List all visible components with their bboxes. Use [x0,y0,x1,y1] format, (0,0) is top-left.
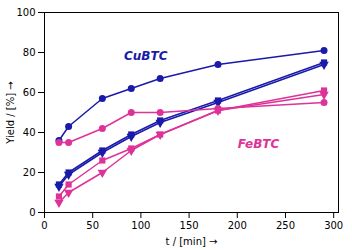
svg-text:50: 50 [86,220,99,231]
svg-text:250: 250 [276,220,295,231]
svg-text:0: 0 [29,207,35,218]
svg-text:60: 60 [23,87,36,98]
svg-text:FeBTC: FeBTC [238,137,280,151]
svg-text:100: 100 [16,7,35,18]
svg-text:Yield / [%] →: Yield / [%] → [5,81,16,144]
svg-text:200: 200 [228,220,247,231]
svg-text:t / [min] →: t / [min] → [166,236,218,247]
svg-text:80: 80 [23,47,36,58]
svg-text:20: 20 [23,167,36,178]
svg-text:300: 300 [324,220,343,231]
svg-text:150: 150 [180,220,199,231]
svg-text:0: 0 [41,220,47,231]
svg-text:100: 100 [131,220,150,231]
svg-text:40: 40 [23,127,36,138]
svg-text:CuBTC: CuBTC [124,49,168,63]
